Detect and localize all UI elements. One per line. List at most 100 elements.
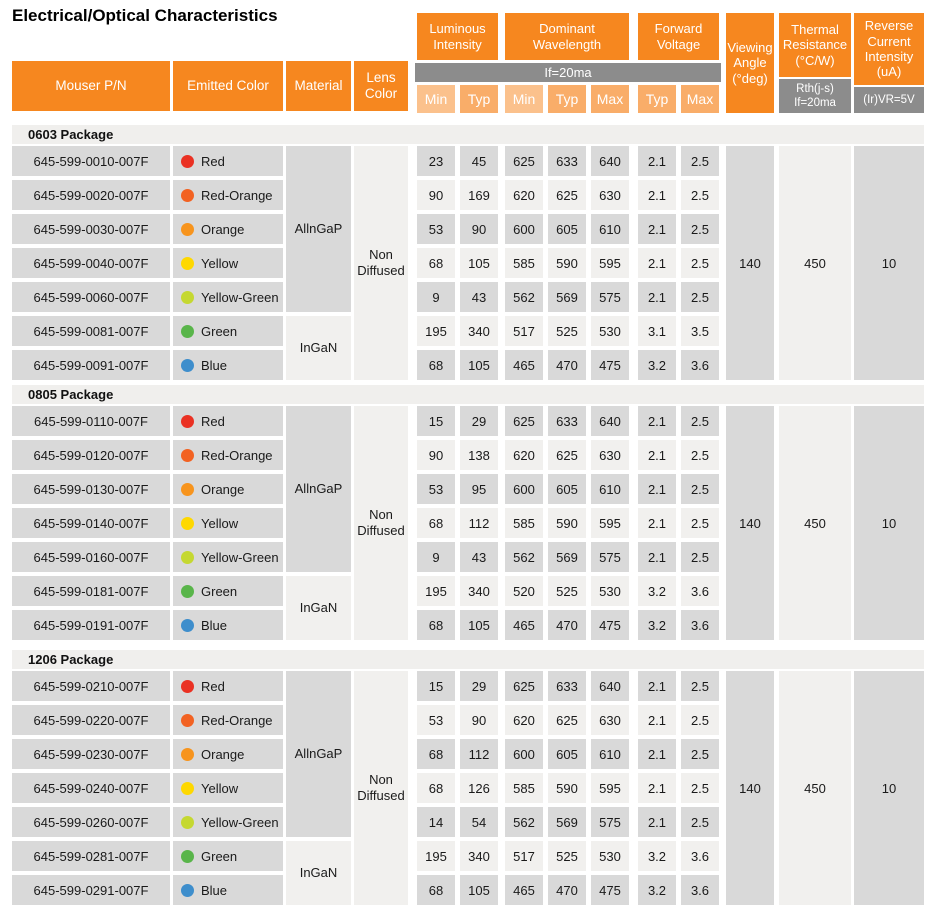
col-group-luminous-intensity: Luminous Intensity [417, 13, 498, 60]
emitted-color-cell: Orange [173, 474, 283, 504]
value-cell: 625 [548, 180, 586, 210]
material-cell: InGaN [286, 841, 351, 905]
value-cell: 3.2 [638, 576, 676, 606]
value-cell: 590 [548, 773, 586, 803]
emitted-color-cell: Red [173, 671, 283, 701]
emitted-color-cell: Red-Orange [173, 180, 283, 210]
value-cell: 43 [460, 282, 498, 312]
value-cell: 53 [417, 474, 455, 504]
part-number-cell: 645-599-0091-007F [12, 350, 170, 380]
emitted-color-label: Green [201, 323, 238, 339]
value-cell: 2.5 [681, 542, 719, 572]
value-cell: 585 [505, 248, 543, 278]
part-number-cell: 645-599-0230-007F [12, 739, 170, 769]
material-cell: AllnGaP [286, 406, 351, 572]
value-cell: 625 [505, 146, 543, 176]
col-header-mouser-pn: Mouser P/N [12, 61, 170, 111]
emitted-color-label: Yellow-Green [201, 549, 279, 565]
reverse-current-cell: 10 [854, 146, 924, 380]
material-cell: AllnGaP [286, 671, 351, 837]
value-cell: 470 [548, 875, 586, 905]
thermal-resistance-cell: 450 [779, 406, 851, 640]
material-cell: AllnGaP [286, 146, 351, 312]
viewing-angle-cell: 140 [726, 406, 774, 640]
emitted-color-label: Green [201, 583, 238, 599]
part-number-cell: 645-599-0010-007F [12, 146, 170, 176]
value-cell: 3.2 [638, 350, 676, 380]
emitted-color-cell: Blue [173, 610, 283, 640]
value-cell: 68 [417, 773, 455, 803]
material-cell: InGaN [286, 316, 351, 380]
color-dot [181, 747, 194, 761]
value-cell: 625 [548, 705, 586, 735]
emitted-color-cell: Yellow-Green [173, 807, 283, 837]
value-cell: 105 [460, 875, 498, 905]
value-cell: 640 [591, 146, 629, 176]
emitted-color-label: Red [201, 413, 225, 429]
value-cell: 620 [505, 440, 543, 470]
emitted-color-label: Blue [201, 617, 228, 633]
color-dot [181, 815, 194, 829]
value-cell: 2.5 [681, 807, 719, 837]
package-band: 0805 Package [12, 385, 924, 404]
emitted-color-label: Orange [201, 481, 245, 497]
value-cell: 90 [460, 214, 498, 244]
value-cell: 14 [417, 807, 455, 837]
value-cell: 610 [591, 214, 629, 244]
color-dot [181, 154, 194, 168]
col-header-viewing-angle: Viewing Angle (°deg) [726, 13, 774, 113]
value-cell: 630 [591, 705, 629, 735]
value-cell: 610 [591, 739, 629, 769]
col-header-material: Material [286, 61, 351, 111]
value-cell: 112 [460, 508, 498, 538]
thermal-condition-label: Rth(j-s) If=20ma [779, 79, 851, 113]
color-dot [181, 781, 194, 795]
value-cell: 530 [591, 576, 629, 606]
package-band: 0603 Package [12, 125, 924, 144]
value-cell: 53 [417, 705, 455, 735]
value-cell: 2.1 [638, 807, 676, 837]
emitted-color-cell: Blue [173, 875, 283, 905]
value-cell: 562 [505, 542, 543, 572]
value-cell: 95 [460, 474, 498, 504]
emitted-color-label: Yellow-Green [201, 289, 279, 305]
value-cell: 54 [460, 807, 498, 837]
value-cell: 68 [417, 739, 455, 769]
value-cell: 2.5 [681, 671, 719, 701]
value-cell: 126 [460, 773, 498, 803]
value-cell: 633 [548, 671, 586, 701]
color-dot [181, 448, 194, 462]
value-cell: 2.5 [681, 146, 719, 176]
col-header-dom-typ: Typ [548, 85, 586, 113]
emitted-color-label: Blue [201, 357, 228, 373]
col-group-dominant-wavelength: Dominant Wavelength [505, 13, 629, 60]
value-cell: 569 [548, 282, 586, 312]
value-cell: 3.2 [638, 610, 676, 640]
value-cell: 3.6 [681, 576, 719, 606]
value-cell: 465 [505, 875, 543, 905]
value-cell: 3.6 [681, 350, 719, 380]
part-number-cell: 645-599-0260-007F [12, 807, 170, 837]
value-cell: 625 [505, 671, 543, 701]
emitted-color-cell: Red [173, 146, 283, 176]
value-cell: 475 [591, 610, 629, 640]
value-cell: 600 [505, 474, 543, 504]
col-header-lum-typ: Typ [460, 85, 498, 113]
emitted-color-cell: Yellow [173, 773, 283, 803]
value-cell: 68 [417, 875, 455, 905]
value-cell: 2.5 [681, 705, 719, 735]
value-cell: 53 [417, 214, 455, 244]
value-cell: 600 [505, 739, 543, 769]
color-dot [181, 358, 194, 372]
part-number-cell: 645-599-0020-007F [12, 180, 170, 210]
emitted-color-label: Red-Orange [201, 447, 273, 463]
value-cell: 575 [591, 807, 629, 837]
viewing-angle-cell: 140 [726, 671, 774, 905]
part-number-cell: 645-599-0281-007F [12, 841, 170, 871]
page-title: Electrical/Optical Characteristics [12, 6, 278, 25]
value-cell: 625 [548, 440, 586, 470]
emitted-color-label: Orange [201, 746, 245, 762]
value-cell: 470 [548, 350, 586, 380]
emitted-color-cell: Blue [173, 350, 283, 380]
value-cell: 2.5 [681, 406, 719, 436]
